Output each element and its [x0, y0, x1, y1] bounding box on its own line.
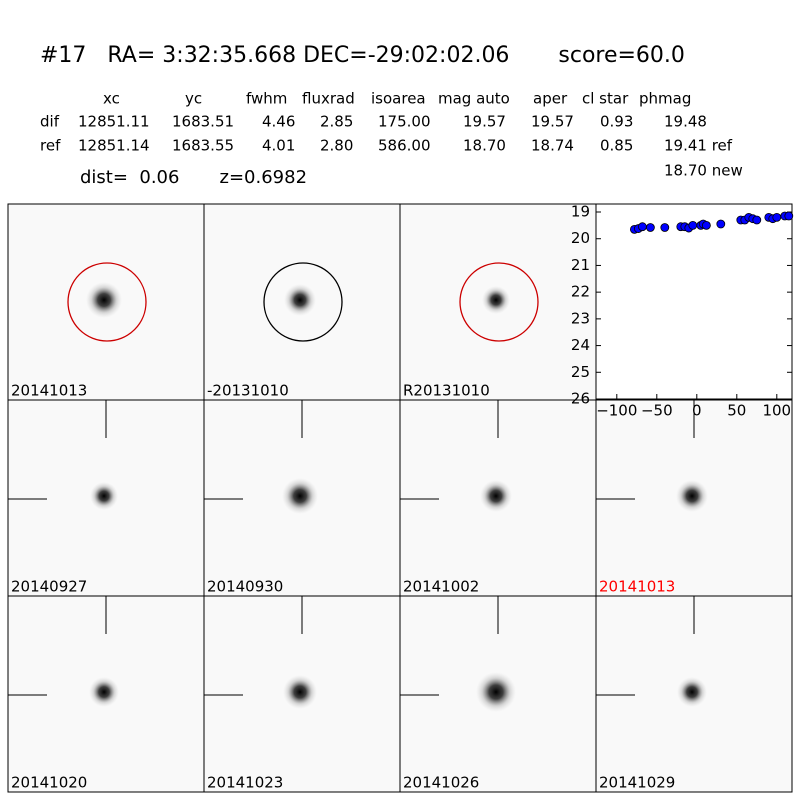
data-point	[716, 219, 726, 229]
y-tick-label: 20	[571, 229, 590, 247]
y-tick-label: 26	[571, 390, 590, 408]
source-blob	[476, 672, 516, 712]
source-blob	[284, 284, 316, 316]
table-cell: 19.48	[664, 113, 707, 131]
x-tick-label: −50	[641, 402, 673, 420]
x-tick-label: 100	[762, 402, 791, 420]
data-point	[752, 215, 762, 225]
table-cell: 586.00	[378, 137, 431, 155]
table-cell: 19.41 ref	[664, 137, 733, 155]
y-tick-label: 21	[571, 256, 590, 274]
row-label: dif	[40, 113, 60, 131]
y-tick-label: 25	[571, 363, 590, 381]
dist-line: dist= 0.06 z=0.6982	[80, 167, 307, 188]
column-header: phmag	[639, 90, 691, 108]
data-point	[688, 220, 698, 230]
stamp-label: 20141020	[11, 774, 87, 792]
table-cell: 2.80	[320, 137, 353, 155]
table-cell: 19.57	[531, 113, 574, 131]
source-blob	[676, 480, 708, 512]
row-label: ref	[40, 137, 61, 155]
column-header: isoarea	[371, 90, 426, 108]
stamp-label: 20141002	[403, 578, 479, 596]
y-tick-label: 22	[571, 283, 590, 301]
source-blob	[480, 480, 512, 512]
table-cell: 0.93	[600, 113, 633, 131]
data-point	[784, 211, 794, 221]
stamp-label: R20131010	[403, 382, 490, 400]
stamp-label: -20131010	[207, 382, 289, 400]
aperture-circle	[459, 262, 539, 342]
table-cell: 175.00	[378, 113, 431, 131]
stamp-label: 20141013	[599, 578, 675, 596]
table-note: 18.70 new	[664, 162, 743, 180]
column-header: fluxrad	[302, 90, 355, 108]
data-point	[638, 222, 647, 232]
table-cell: 0.85	[600, 137, 633, 155]
stamp-label: 20141013	[11, 382, 87, 400]
column-header: fwhm	[246, 90, 287, 108]
table-cell: 19.57	[463, 113, 506, 131]
source-blob	[86, 282, 122, 318]
source-blob	[89, 677, 119, 707]
table-cell: 1683.55	[172, 137, 234, 155]
stamp-label: 20141029	[599, 774, 675, 792]
y-tick-label: 24	[571, 336, 590, 354]
source-blob	[677, 677, 707, 707]
source-blob	[283, 675, 317, 709]
plot-area	[595, 203, 793, 400]
data-point	[702, 220, 711, 230]
data-point	[660, 223, 670, 232]
x-tick-label: 50	[727, 402, 746, 420]
column-header: yc	[185, 90, 202, 108]
table-cell: 12851.11	[78, 113, 150, 131]
table-cell: 4.01	[262, 137, 295, 155]
column-header: cl star	[582, 90, 629, 108]
stamp-label: 20141023	[207, 774, 283, 792]
table-cell: 2.85	[320, 113, 353, 131]
table-cell: 18.70	[463, 137, 506, 155]
table-cell: 1683.51	[172, 113, 234, 131]
stamp-label: 20140930	[207, 578, 283, 596]
title: #17 RA= 3:32:35.668 DEC=-29:02:02.06 sco…	[40, 43, 685, 68]
y-tick-label: 19	[571, 203, 590, 221]
source-blob	[90, 482, 118, 510]
source-blob	[482, 286, 510, 314]
table-cell: 12851.14	[78, 137, 150, 155]
x-tick-label: −100	[596, 402, 637, 420]
x-tick-label: 0	[692, 402, 702, 420]
source-blob	[282, 478, 318, 514]
data-point	[772, 212, 782, 222]
stamp-label: 20141026	[403, 774, 479, 792]
column-header: mag auto	[438, 90, 510, 108]
column-header: aper	[533, 90, 568, 108]
table-cell: 18.74	[531, 137, 574, 155]
stamp-label: 20140927	[11, 578, 87, 596]
data-point	[646, 223, 655, 232]
y-tick-label: 23	[571, 309, 590, 327]
column-header: xc	[103, 90, 120, 108]
aperture-circle	[67, 262, 147, 342]
aperture-circle	[263, 262, 343, 342]
table-cell: 4.46	[262, 113, 295, 131]
